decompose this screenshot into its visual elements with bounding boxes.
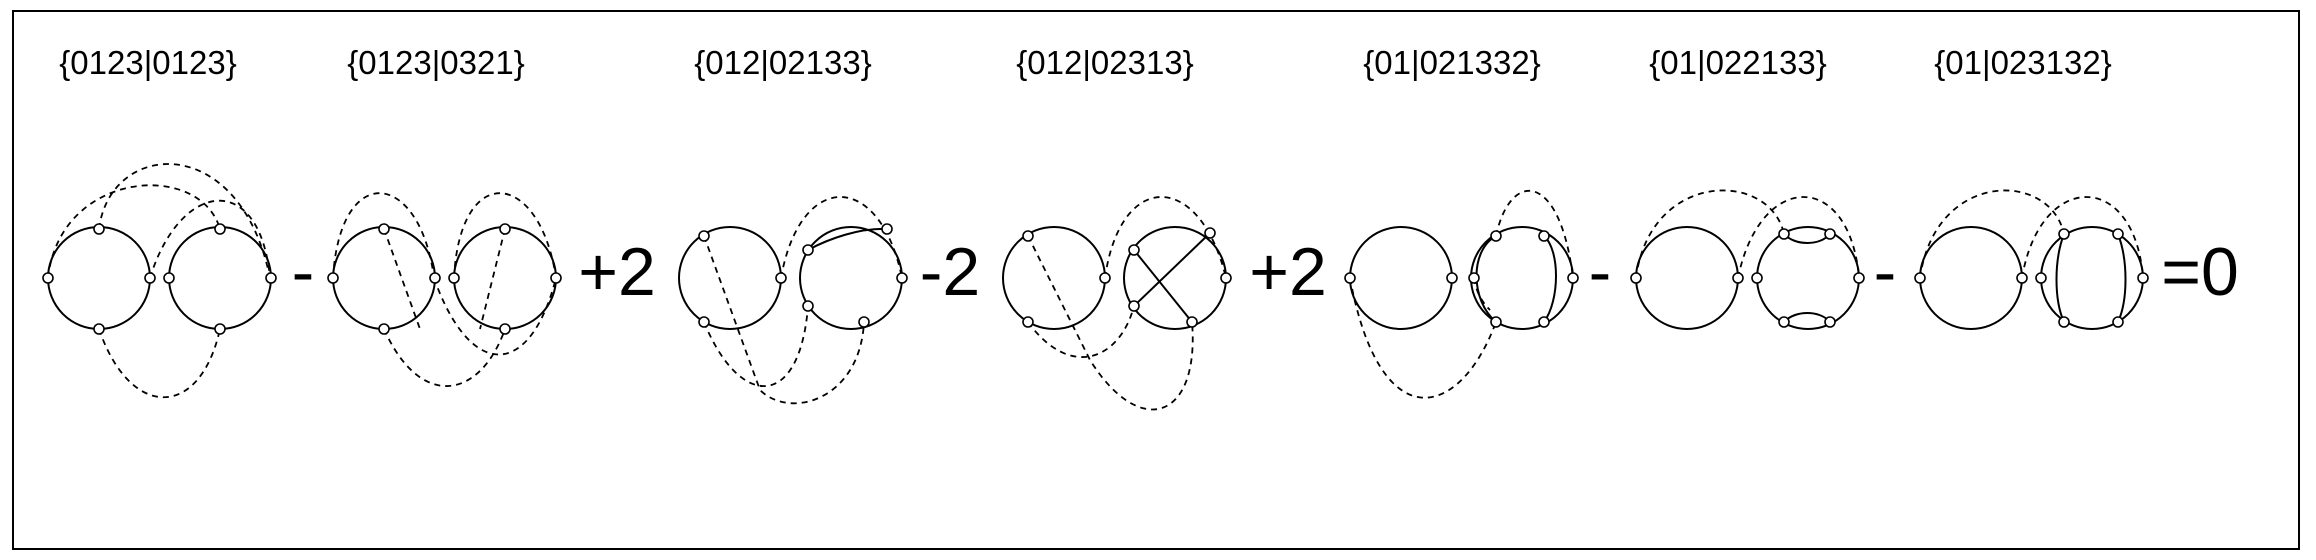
operator-2: +2	[578, 234, 656, 310]
diagram-2	[327, 192, 562, 387]
diagram-label-6: {01|022133}	[1649, 44, 1827, 81]
diagram-label-3: {012|02133}	[694, 44, 872, 81]
diagram-1	[42, 163, 277, 398]
operator-6: -	[1873, 234, 1897, 310]
diagram-6	[1630, 189, 1865, 330]
diagram-3	[678, 196, 908, 405]
diagram-4	[1002, 196, 1232, 411]
diagram-label-7: {01|023132}	[1934, 44, 2112, 81]
diagram-label-2: {0123|0321}	[347, 44, 525, 81]
diagram-label-1: {0123|0123}	[59, 44, 237, 81]
diagram-label-5: {01|021332}	[1363, 44, 1541, 81]
operator-7: =0	[2161, 234, 2239, 310]
diagram-7	[1914, 189, 2149, 330]
figure-frame	[12, 10, 2300, 550]
diagram-label-4: {012|02313}	[1016, 44, 1194, 81]
operator-5: -	[1588, 234, 1612, 310]
operator-1: -	[291, 234, 315, 310]
operator-3: -2	[919, 234, 981, 310]
operator-4: +2	[1249, 234, 1327, 310]
diagram-5	[1344, 189, 1579, 399]
